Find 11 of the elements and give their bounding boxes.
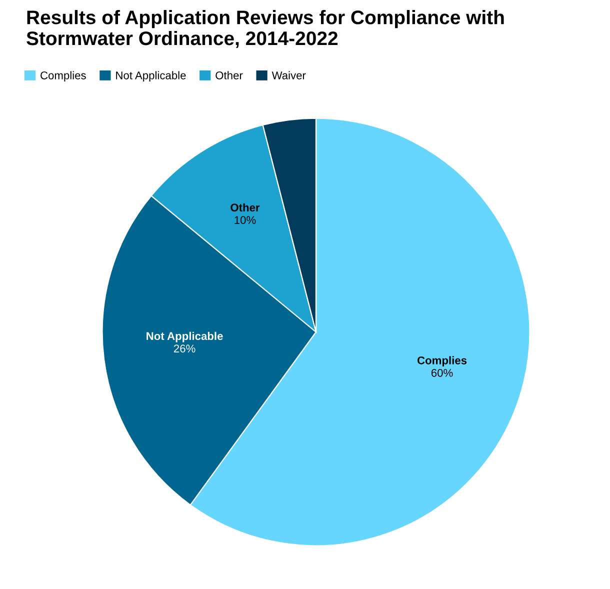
chart-title: Results of Application Reviews for Compliance with Stormwater Ordinance, 2014-2022	[26, 10, 504, 48]
slice-label: Not Applicable	[146, 332, 223, 342]
data-label: 10%	[234, 216, 256, 224]
legend-label: Other	[216, 71, 243, 80]
data-label: 60%	[431, 368, 453, 377]
slice-label: Complies	[417, 356, 467, 367]
legend-label: Waiver	[272, 71, 306, 80]
legend-label: Not Applicable	[116, 71, 186, 82]
legend-label: Complies	[40, 71, 86, 82]
data-label: 26%	[174, 344, 196, 352]
slice-label: Other	[230, 203, 260, 212]
